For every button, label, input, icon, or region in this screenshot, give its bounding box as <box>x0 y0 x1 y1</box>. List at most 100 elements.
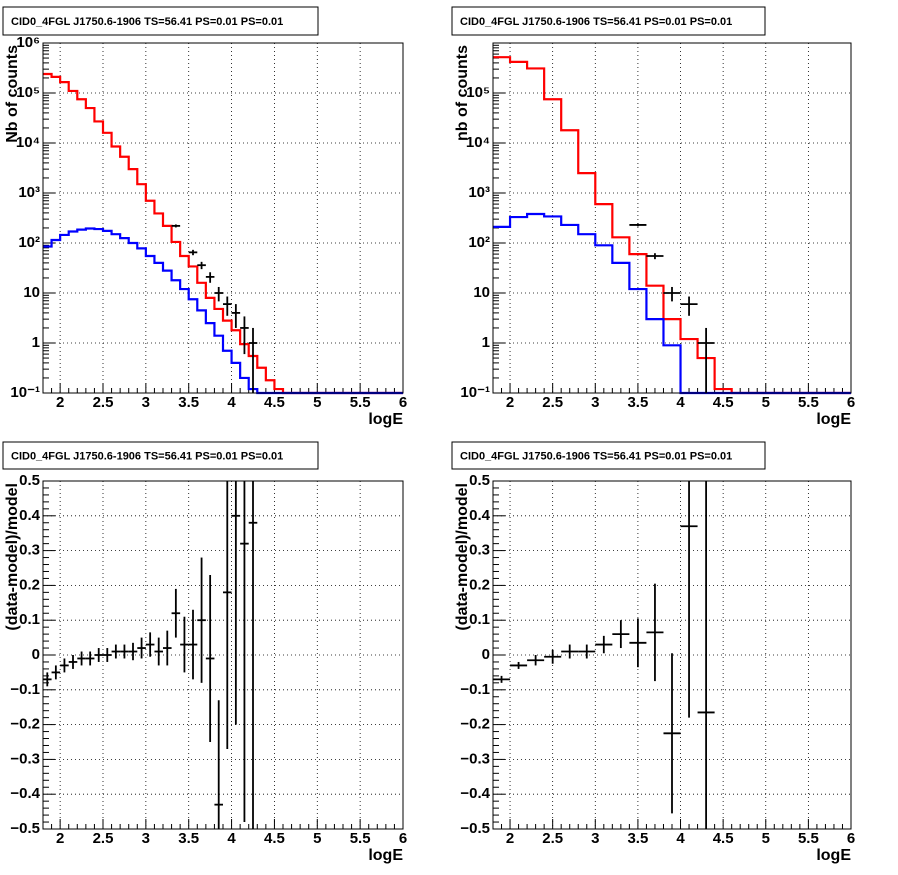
y-axis-label: Nb of counts <box>4 45 21 143</box>
y-axis-label: (data-model)/model <box>454 483 471 631</box>
y-tick-label: −0.3 <box>460 750 490 767</box>
x-tick-label: 4 <box>676 394 685 411</box>
x-tick-label: 2.5 <box>93 830 114 847</box>
y-tick-label: −0.5 <box>10 820 40 837</box>
panel-title: CID0_4FGL J1750.6-1906 TS=56.41 PS=0.01 … <box>11 450 283 462</box>
ticks <box>492 44 852 394</box>
panel-title: CID0_4FGL J1750.6-1906 TS=56.41 PS=0.01 … <box>11 16 283 28</box>
x-tick-label: 3 <box>142 394 150 411</box>
x-axis-label: logE <box>368 411 403 428</box>
x-tick-label: 2.5 <box>542 830 563 847</box>
title-box <box>451 441 766 470</box>
y-tick-label: 0 <box>482 646 490 663</box>
y-tick-label: 0.3 <box>19 542 40 559</box>
x-tick-label: 5 <box>313 830 321 847</box>
x-tick-label: 3.5 <box>178 830 199 847</box>
y-tick-label: 0.4 <box>19 507 41 524</box>
x-tick-label: 4.5 <box>713 830 734 847</box>
x-tick-label: 3.5 <box>627 394 648 411</box>
y-tick-label: −0.5 <box>460 820 490 837</box>
y-tick-label: 10⁵ <box>16 84 40 101</box>
x-tick-label: 3 <box>591 830 599 847</box>
x-axis-label: logE <box>368 847 403 864</box>
y-tick-label: 0.5 <box>469 472 490 489</box>
y-tick-label: −0.2 <box>460 716 490 733</box>
x-tick-label: 2 <box>56 394 64 411</box>
y-tick-label: 10² <box>468 234 490 251</box>
y-tick-label: 10² <box>18 234 40 251</box>
plot-frame <box>42 480 404 830</box>
y-tick-label: 0.2 <box>469 576 490 593</box>
plot-frame <box>492 42 852 394</box>
x-axis-label: logE <box>816 847 851 864</box>
grid <box>493 43 851 393</box>
y-tick-label: 10⁴ <box>16 134 40 151</box>
panel-bottom-right: CID0_4FGL J1750.6-1906 TS=56.41 PS=0.01 … <box>451 441 855 864</box>
y-tick-label: 1 <box>32 334 40 351</box>
x-tick-label: 4 <box>676 830 685 847</box>
x-tick-label: 2 <box>506 830 514 847</box>
panel-title: CID0_4FGL J1750.6-1906 TS=56.41 PS=0.01 … <box>460 16 732 28</box>
y-tick-label: −0.2 <box>10 716 40 733</box>
y-tick-label: 0.1 <box>19 611 40 628</box>
title-box <box>451 6 766 36</box>
y-tick-label: 10³ <box>18 184 40 201</box>
y-tick-label: 0.1 <box>469 611 490 628</box>
y-tick-label: 0.5 <box>19 472 40 489</box>
grid <box>43 43 403 393</box>
y-tick-label: −0.1 <box>460 681 490 698</box>
x-tick-label: 6 <box>399 394 407 411</box>
y-tick-label: −0.4 <box>460 785 490 802</box>
y-axis-label: nb of counts <box>454 45 471 141</box>
title-box <box>2 6 319 36</box>
x-tick-label: 5.5 <box>350 830 371 847</box>
y-tick-label: 10 <box>23 284 40 301</box>
y-tick-label: 10⁻¹ <box>460 384 490 401</box>
y-tick-label: 10 <box>473 284 490 301</box>
x-tick-label: 2.5 <box>93 394 114 411</box>
histogram-model-source <box>493 212 851 395</box>
y-tick-label: −0.1 <box>10 681 40 698</box>
x-tick-label: 6 <box>399 830 407 847</box>
y-tick-label: 0.3 <box>469 542 490 559</box>
x-tick-label: 6 <box>847 394 855 411</box>
x-tick-label: 5 <box>762 394 770 411</box>
x-tick-label: 4.5 <box>264 830 285 847</box>
x-tick-label: 5.5 <box>798 830 819 847</box>
y-tick-label: −0.4 <box>10 785 40 802</box>
x-tick-label: 4.5 <box>713 394 734 411</box>
x-tick-label: 2 <box>506 394 514 411</box>
grid <box>43 481 403 829</box>
x-tick-label: 5.5 <box>798 394 819 411</box>
x-tick-label: 4 <box>227 830 236 847</box>
plot-frame <box>492 480 852 830</box>
plot-frame <box>42 42 404 394</box>
y-tick-label: 10⁴ <box>466 134 490 151</box>
x-tick-label: 5 <box>313 394 321 411</box>
y-tick-label: 10³ <box>468 184 490 201</box>
x-axis-label: logE <box>816 411 851 428</box>
panel-top-left: CID0_4FGL J1750.6-1906 TS=56.41 PS=0.01 … <box>2 6 407 428</box>
x-tick-label: 2 <box>56 830 64 847</box>
y-tick-label: 10⁵ <box>466 84 490 101</box>
y-axis-label: (data-model)/model <box>4 483 21 631</box>
x-tick-label: 5.5 <box>350 394 371 411</box>
y-tick-label: 0.2 <box>19 576 40 593</box>
y-tick-label: 10⁶ <box>16 34 40 51</box>
x-tick-label: 6 <box>847 830 855 847</box>
x-tick-label: 3.5 <box>627 830 648 847</box>
title-box <box>2 441 319 470</box>
y-tick-label: 0.4 <box>469 507 491 524</box>
x-tick-label: 2.5 <box>542 394 563 411</box>
x-tick-label: 5 <box>762 830 770 847</box>
panel-title: CID0_4FGL J1750.6-1906 TS=56.41 PS=0.01 … <box>460 450 732 462</box>
x-tick-label: 3 <box>142 830 150 847</box>
panel-bottom-left: CID0_4FGL J1750.6-1906 TS=56.41 PS=0.01 … <box>2 441 407 864</box>
y-tick-label: 10⁻¹ <box>10 384 40 401</box>
x-tick-label: 4.5 <box>264 394 285 411</box>
y-tick-label: 0 <box>32 646 40 663</box>
y-tick-label: −0.3 <box>10 750 40 767</box>
panel-top-right: CID0_4FGL J1750.6-1906 TS=56.41 PS=0.01 … <box>451 6 855 428</box>
x-tick-label: 4 <box>227 394 236 411</box>
